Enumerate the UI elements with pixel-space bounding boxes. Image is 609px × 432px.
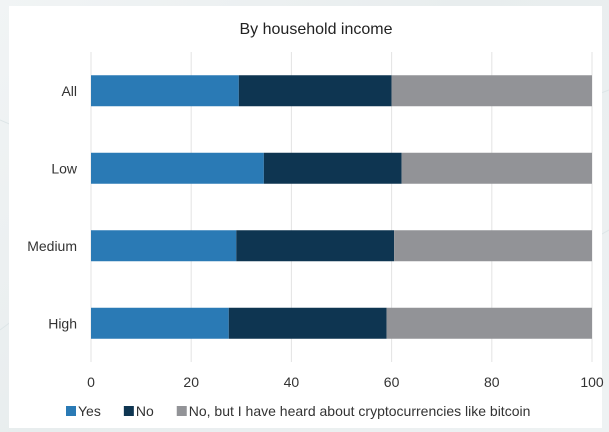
legend: Yes No No, but I have heard about cryptocu… bbox=[66, 403, 530, 419]
legend-label: Yes bbox=[78, 403, 101, 419]
x-tick-label: 0 bbox=[87, 374, 95, 390]
bar-segment-heard bbox=[391, 75, 592, 107]
x-tick-label: 60 bbox=[384, 374, 400, 390]
y-category-label: High bbox=[48, 315, 77, 331]
y-category-label: Medium bbox=[27, 238, 77, 254]
legend-item-yes: Yes bbox=[66, 403, 101, 419]
y-category-label: Low bbox=[51, 160, 78, 176]
legend-swatch bbox=[123, 406, 134, 416]
bar-segment-no bbox=[238, 75, 392, 107]
bars-layer bbox=[91, 75, 592, 339]
x-tick-label: 80 bbox=[484, 374, 500, 390]
chart-title: By household income bbox=[240, 21, 393, 38]
bar-segment-no bbox=[236, 230, 395, 262]
legend-label: No, but I have heard about cryptocurrenc… bbox=[189, 403, 531, 419]
bar-segment-yes bbox=[91, 307, 229, 339]
legend-label: No bbox=[136, 403, 154, 419]
x-tick-labels: 0 20 40 60 80 100 bbox=[87, 374, 604, 390]
bar-segment-heard bbox=[401, 152, 592, 184]
legend-item-no: No bbox=[123, 403, 154, 419]
bar-segment-yes bbox=[91, 75, 239, 107]
legend-item-heard: No, but I have heard about cryptocurrenc… bbox=[176, 403, 531, 419]
legend-swatch bbox=[176, 406, 187, 416]
bar-segment-no bbox=[228, 307, 387, 339]
y-category-labels: All Low Medium High bbox=[27, 83, 78, 332]
bar-segment-heard bbox=[394, 230, 592, 262]
bar-segment-heard bbox=[386, 307, 592, 339]
x-tick-label: 20 bbox=[183, 374, 199, 390]
y-category-label: All bbox=[61, 83, 77, 99]
bar-segment-no bbox=[263, 152, 402, 184]
legend-swatch bbox=[66, 406, 76, 416]
bar-segment-yes bbox=[91, 152, 264, 184]
x-tick-label: 100 bbox=[580, 374, 604, 390]
bar-segment-yes bbox=[91, 230, 237, 262]
x-tick-label: 40 bbox=[284, 374, 300, 390]
